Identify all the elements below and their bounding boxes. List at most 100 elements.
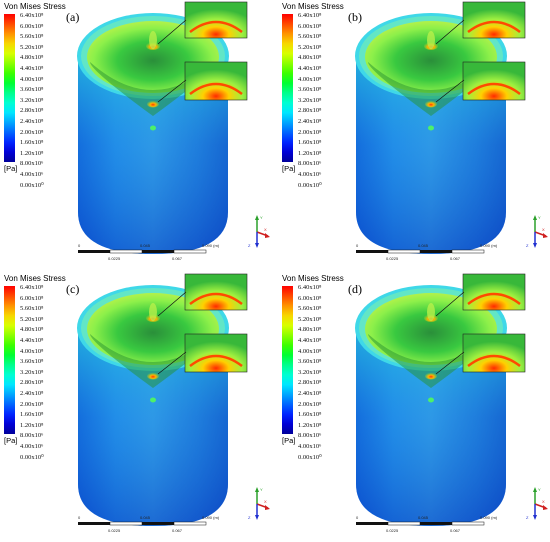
legend-tick: 2.00x10⁸ — [298, 128, 322, 136]
legend-tick: 2.80x10⁸ — [298, 379, 322, 387]
color-bar — [282, 286, 293, 434]
stress-panel: Von Mises Stress 6.40x10⁸ 6.00x10⁸ 5.60x10… — [278, 272, 550, 540]
legend-tick: 6.40x10⁸ — [298, 12, 322, 19]
legend-tick: 4.80x10⁸ — [20, 54, 44, 62]
legend-tick: 1.20x10⁸ — [20, 421, 44, 429]
legend-tick: 8.00x10⁶ — [20, 432, 44, 440]
scale-bar — [78, 521, 207, 526]
legend-tick: 1.60x10⁸ — [298, 411, 322, 419]
legend-ticks: 6.40x10⁸ 6.00x10⁸ 5.60x10⁸ 5.20x10⁸ 4.80x10⁸… — [298, 283, 322, 463]
legend-tick: 4.00x10⁶ — [20, 442, 44, 450]
legend-tick: 0.00x10⁰ — [298, 181, 322, 189]
legend-tick: 5.60x10⁸ — [20, 33, 44, 41]
legend-tick: 6.40x10⁸ — [20, 284, 44, 291]
scale-labels: 0 0.045 0.090 (m) 0.0225 0.067 — [356, 243, 498, 261]
legend-tick: 2.00x10⁸ — [20, 400, 44, 408]
legend-unit: [Pa] — [4, 164, 18, 173]
legend-tick: 3.60x10⁸ — [20, 86, 44, 94]
panel-label: (b) — [348, 10, 362, 24]
legend-tick: 6.40x10⁸ — [298, 284, 322, 291]
panel-label: (c) — [66, 282, 80, 296]
panel-label: (d) — [348, 282, 362, 296]
legend-tick: 3.20x10⁸ — [20, 368, 44, 376]
legend-tick: 4.80x10⁸ — [298, 326, 322, 334]
svg-text:Y: Y — [538, 487, 541, 492]
scale-labels: 0 0.045 0.090 (m) 0.0225 0.067 — [356, 515, 498, 533]
legend-tick: 5.60x10⁸ — [298, 33, 322, 41]
legend-title: Von Mises Stress — [282, 274, 344, 283]
legend-tick: 2.00x10⁸ — [20, 128, 44, 136]
cylinder-model — [77, 273, 248, 526]
legend-tick: 3.20x10⁸ — [298, 368, 322, 376]
legend-tick: 3.60x10⁸ — [298, 86, 322, 94]
legend-tick: 3.60x10⁸ — [20, 358, 44, 366]
legend-tick: 5.20x10⁸ — [298, 43, 322, 51]
svg-text:Z: Z — [248, 243, 251, 248]
legend-tick: 2.40x10⁸ — [20, 389, 44, 397]
legend-tick: 3.60x10⁸ — [298, 358, 322, 366]
svg-text:X: X — [542, 227, 545, 232]
legend-title: Von Mises Stress — [4, 2, 66, 11]
legend-tick: 1.60x10⁸ — [298, 139, 322, 147]
legend-tick: 4.40x10⁸ — [298, 336, 322, 344]
legend-tick: 6.00x10⁸ — [298, 294, 322, 302]
scale-bar — [356, 249, 485, 254]
cylinder-model — [355, 273, 526, 526]
legend-tick: 1.60x10⁸ — [20, 139, 44, 147]
legend-tick: 1.20x10⁸ — [298, 421, 322, 429]
cylinder-model — [355, 1, 526, 254]
cylinder-model — [77, 1, 248, 254]
svg-text:X: X — [264, 499, 267, 504]
legend-tick: 4.00x10⁸ — [298, 347, 322, 355]
legend-tick: 5.20x10⁸ — [20, 43, 44, 51]
legend-tick: 8.00x10⁶ — [20, 160, 44, 168]
legend-tick: 5.60x10⁸ — [298, 305, 322, 313]
axis-triad: Y X Z — [526, 487, 548, 520]
stress-panel: Von Mises Stress 6.40x10⁸ 6.00x10⁸ 5.60x10… — [0, 272, 272, 540]
legend-tick: 6.00x10⁸ — [298, 22, 322, 30]
legend-tick: 4.00x10⁸ — [298, 75, 322, 83]
legend-tick: 5.60x10⁸ — [20, 305, 44, 313]
scale-bar — [356, 521, 485, 526]
scale-labels: 0 0.045 0.090 (m) 0.0225 0.067 — [78, 243, 220, 261]
legend-tick: 1.60x10⁸ — [20, 411, 44, 419]
legend-ticks: 6.40x10⁸ 6.00x10⁸ 5.60x10⁸ 5.20x10⁸ 4.80x10⁸… — [298, 11, 322, 191]
legend-ticks: 6.40x10⁸ 6.00x10⁸ 5.60x10⁸ 5.20x10⁸ 4.80x10⁸… — [20, 283, 44, 463]
legend-tick: 3.20x10⁸ — [20, 96, 44, 104]
scale-bar — [78, 249, 207, 254]
stress-panel: Von Mises Stress 6.40x10⁸ 6.00x10⁸ 5.60x10… — [0, 0, 272, 268]
legend-tick: 4.40x10⁸ — [298, 64, 322, 72]
legend-tick: 2.40x10⁸ — [298, 389, 322, 397]
scale-labels: 0 0.045 0.090 (m) 0.0225 0.067 — [78, 515, 220, 533]
panel-label: (a) — [66, 10, 80, 24]
axis-triad: Y X Z — [526, 215, 548, 248]
legend-tick: 2.80x10⁸ — [20, 107, 44, 115]
axis-triad: Y X Z — [248, 215, 270, 248]
axis-triad: Y X Z — [248, 487, 270, 520]
legend-tick: 6.00x10⁸ — [20, 294, 44, 302]
legend-tick: 5.20x10⁸ — [298, 315, 322, 323]
legend-tick: 0.00x10⁰ — [20, 453, 44, 461]
legend-tick: 1.20x10⁸ — [20, 149, 44, 157]
svg-text:Y: Y — [260, 487, 263, 492]
legend-tick: 2.80x10⁸ — [20, 379, 44, 387]
legend-tick: 3.20x10⁸ — [298, 96, 322, 104]
legend-tick: 2.00x10⁸ — [298, 400, 322, 408]
color-bar — [4, 286, 15, 434]
legend-tick: 8.00x10⁶ — [298, 160, 322, 168]
legend-tick: 4.00x10⁶ — [298, 442, 322, 450]
legend-tick: 4.40x10⁸ — [20, 64, 44, 72]
legend-tick: 0.00x10⁰ — [298, 453, 322, 461]
legend-tick: 0.00x10⁰ — [20, 181, 44, 189]
legend-tick: 4.00x10⁸ — [20, 347, 44, 355]
legend-tick: 4.00x10⁸ — [20, 75, 44, 83]
legend-tick: 4.00x10⁶ — [298, 170, 322, 178]
svg-text:Y: Y — [260, 215, 263, 220]
svg-text:Y: Y — [538, 215, 541, 220]
svg-text:X: X — [264, 227, 267, 232]
legend-tick: 6.40x10⁸ — [20, 12, 44, 19]
legend-tick: 2.40x10⁸ — [20, 117, 44, 125]
legend-tick: 2.80x10⁸ — [298, 107, 322, 115]
color-bar — [4, 14, 15, 162]
legend-unit: [Pa] — [4, 436, 18, 445]
